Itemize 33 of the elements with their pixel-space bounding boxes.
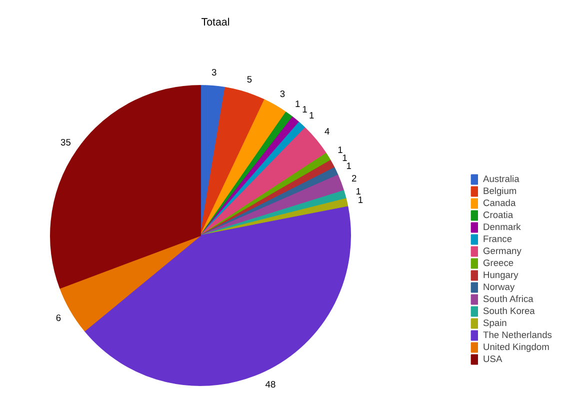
legend-label: Germany: [483, 245, 522, 257]
legend-label: Denmark: [483, 221, 521, 233]
legend-label: Canada: [483, 197, 516, 209]
data-label: 48: [265, 379, 276, 390]
legend-label: Belgium: [483, 185, 517, 197]
data-label: 4: [324, 126, 330, 137]
legend-label: Spain: [483, 317, 507, 329]
data-label: 35: [60, 138, 71, 148]
data-label: 2: [351, 173, 357, 184]
data-label: 5: [246, 74, 252, 84]
data-label: 1: [358, 195, 364, 206]
data-label: 1: [308, 110, 314, 120]
legend-label: Hungary: [483, 269, 518, 281]
data-label: 3: [211, 68, 217, 78]
data-label: 6: [56, 313, 62, 323]
data-label: 1: [302, 104, 308, 114]
legend-label: Greece: [483, 257, 514, 269]
data-label: 1: [356, 186, 361, 196]
legend-label: Norway: [483, 281, 515, 293]
legend-label: USA: [483, 353, 503, 365]
chart-title: Totaal: [201, 16, 230, 28]
legend-label: United Kingdom: [483, 341, 550, 353]
legend-label: The Netherlands: [483, 329, 552, 341]
legend-label: Croatia: [483, 209, 514, 221]
data-label: 1: [342, 152, 348, 163]
data-label: 1: [346, 161, 352, 172]
data-label: 1: [338, 145, 343, 156]
legend-label: South Korea: [483, 305, 535, 317]
data-label: 3: [280, 88, 286, 99]
legend-label: France: [483, 233, 512, 245]
data-label: 1: [295, 98, 300, 109]
legend-label: South Africa: [483, 293, 534, 305]
legend-label: Australia: [483, 173, 520, 185]
